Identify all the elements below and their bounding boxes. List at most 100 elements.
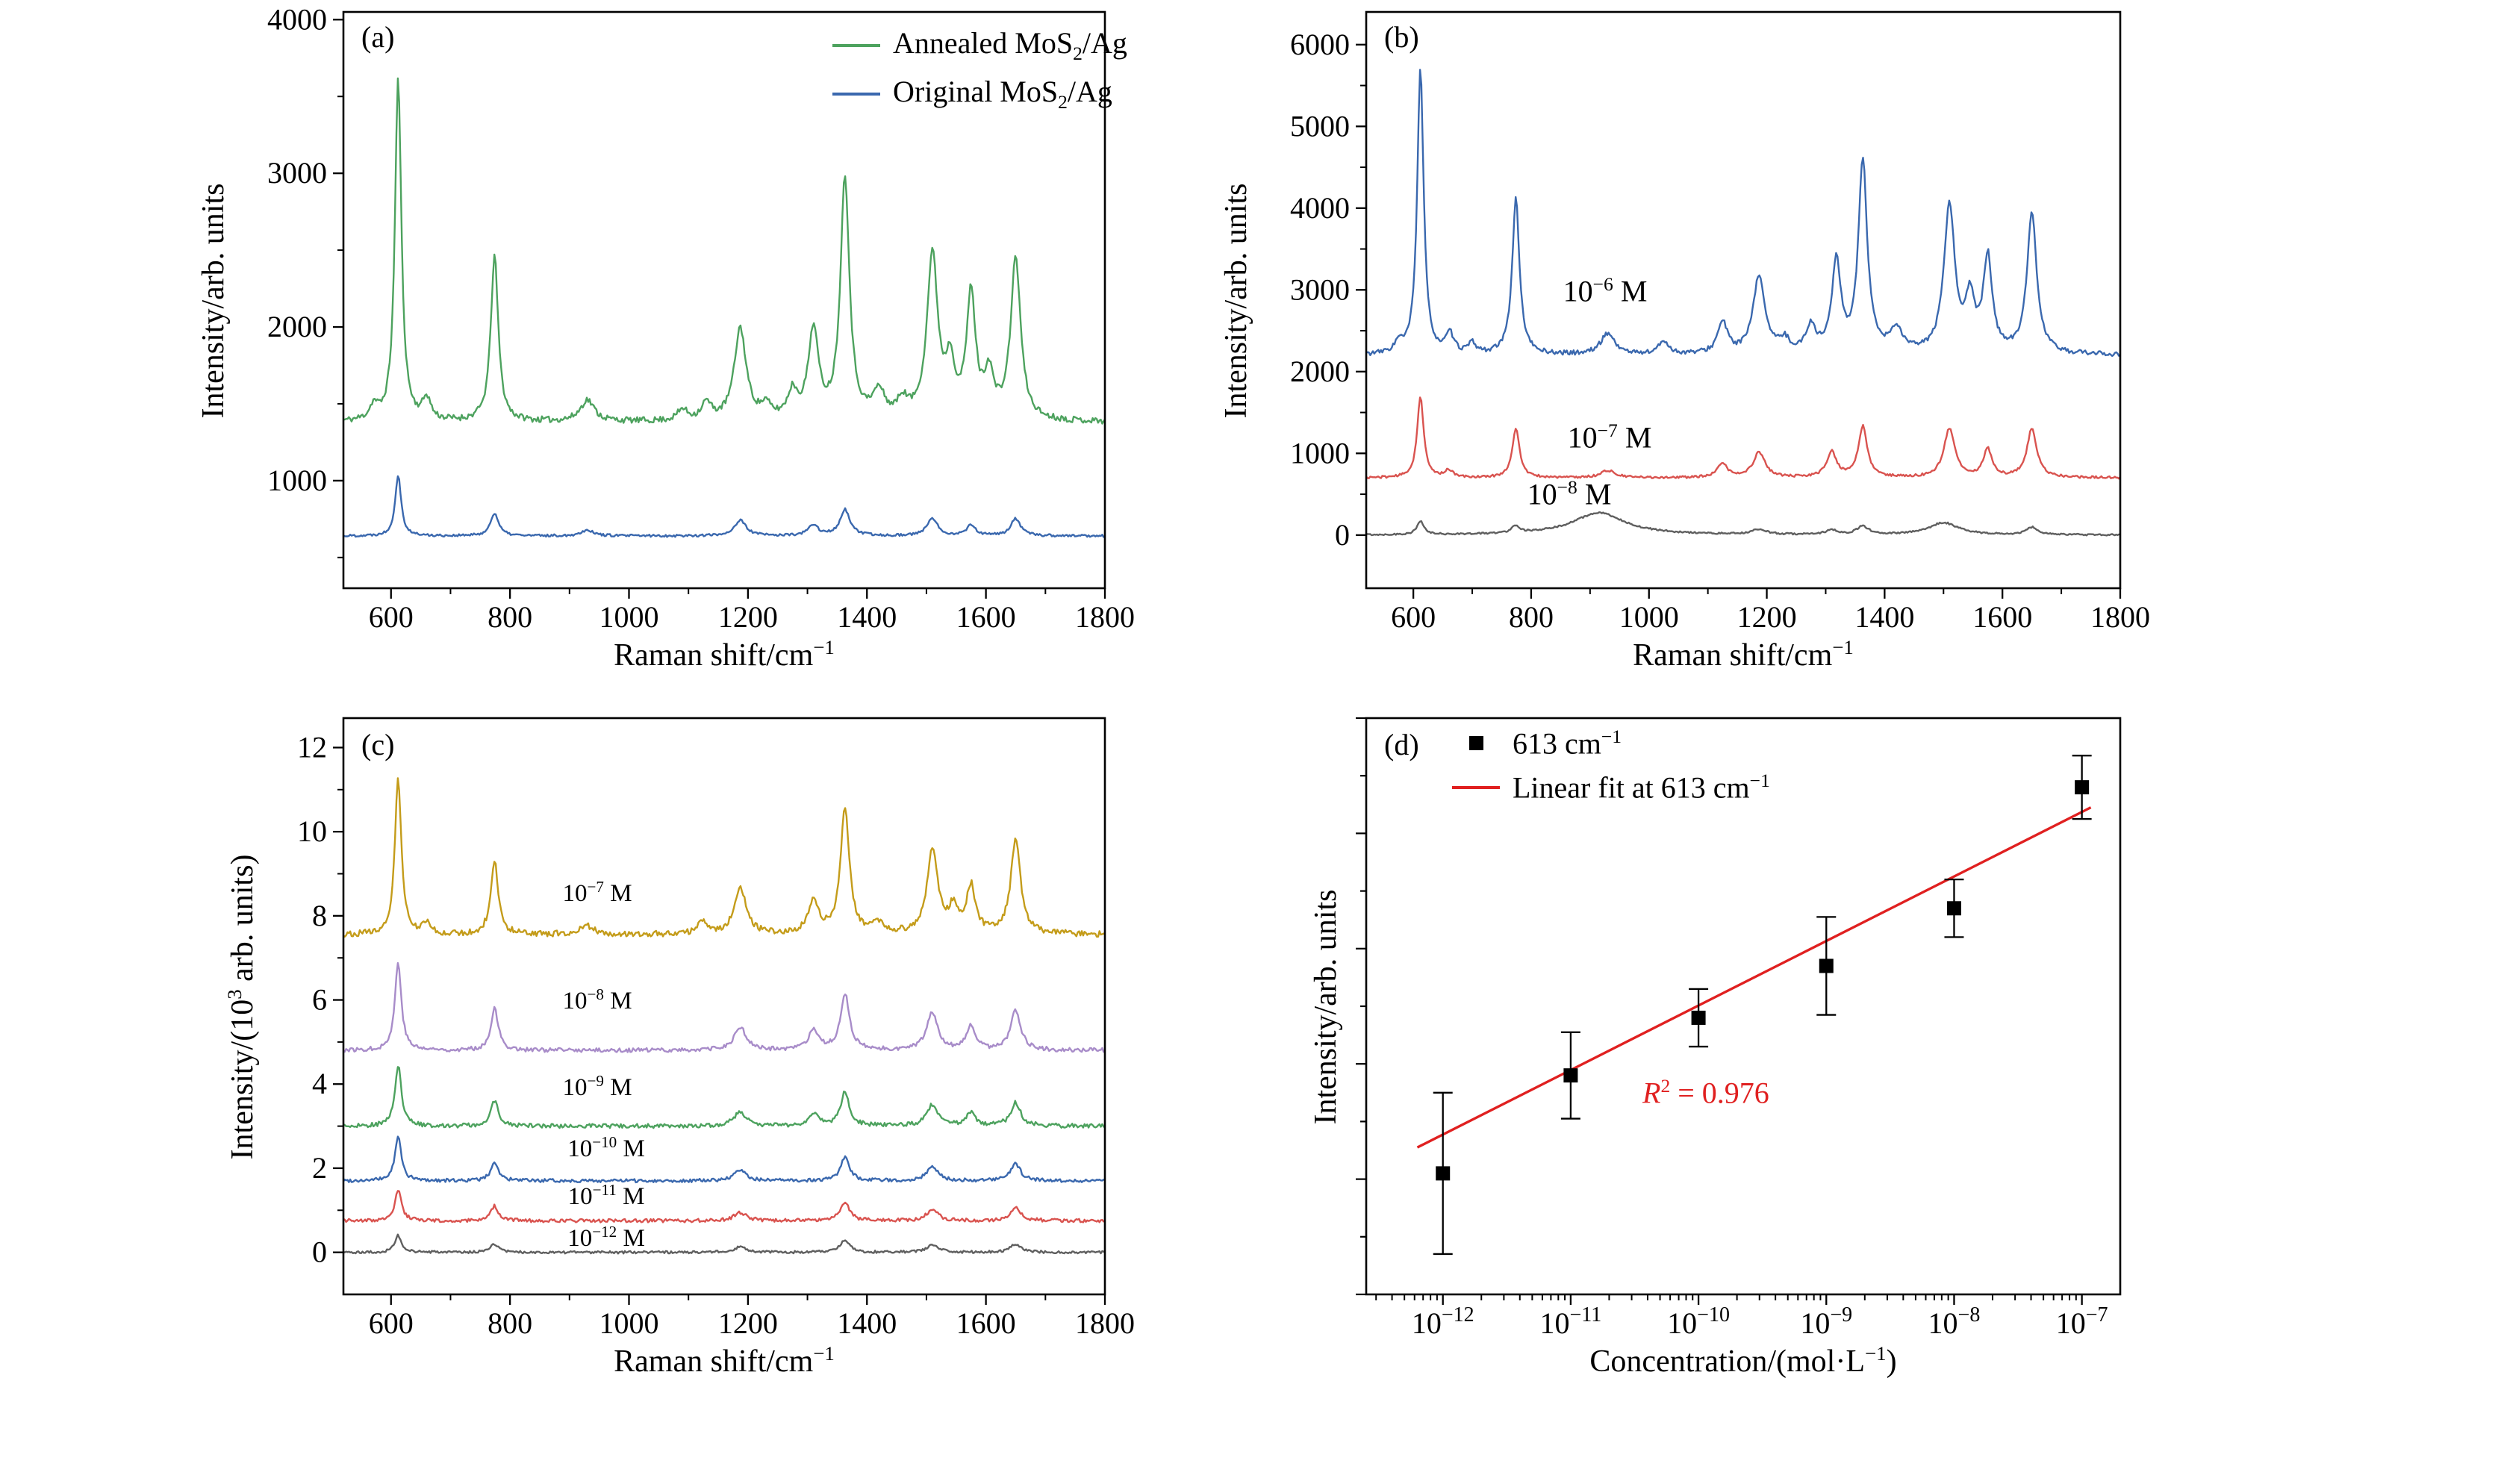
x-tick-label: 1000 <box>1619 600 1679 634</box>
annealed-line-swatch <box>832 43 881 47</box>
green-line-icon <box>832 43 880 47</box>
y-tick-label: 10 <box>297 814 327 848</box>
x-tick-label: 1000 <box>599 1306 659 1340</box>
spectrum-b-10-6M <box>1366 69 2120 358</box>
panel-b-tag: (b) <box>1384 20 1419 54</box>
y-tick-label: 5000 <box>1290 109 1350 143</box>
spectrum-c-10-11M <box>343 1190 1105 1223</box>
y-tick-label: 0 <box>312 1235 327 1269</box>
axes-box <box>1365 10 2122 590</box>
y-tick-label: 3000 <box>267 156 327 190</box>
original-line-swatch <box>832 92 881 96</box>
x-tick-label: 10−11 <box>1540 1303 1602 1340</box>
data-point-square <box>1819 958 1834 973</box>
x-tick-label: 1400 <box>1854 600 1914 634</box>
r-squared-annotation: R2 = 0.976 <box>1642 1075 1769 1110</box>
panel-a-xlabel: Raman shift/cm−1 <box>614 636 835 673</box>
spectrum-c-10-7M <box>343 777 1105 938</box>
legend-label-original: Original MoS2/Ag <box>893 75 1112 113</box>
conc-label-c-1e-8: 10−8 M <box>562 985 632 1014</box>
conc-label-1e-7: 10−7 M <box>1567 420 1652 455</box>
x-tick-label: 600 <box>1391 600 1436 634</box>
x-tick-label: 1000 <box>599 600 659 634</box>
x-tick-label: 1600 <box>1972 600 2032 634</box>
x-tick-label: 1400 <box>837 600 897 634</box>
legend-item-annealed: Annealed MoS2/Ag <box>832 25 1127 65</box>
spectrum-c-10-9M <box>343 1066 1105 1129</box>
fit-line-swatch <box>1451 785 1501 789</box>
axes-box <box>1365 717 2122 1296</box>
x-tick-label: 800 <box>488 1306 532 1340</box>
linear-fit-line <box>1416 806 2092 1149</box>
panel-c-xlabel: Raman shift/cm−1 <box>614 1342 835 1379</box>
x-tick-label: 1600 <box>956 600 1016 634</box>
data-point-square <box>2075 780 2090 795</box>
spectrum-c-10-10M <box>343 1135 1105 1184</box>
x-tick-label: 1800 <box>1075 1306 1135 1340</box>
x-tick-label: 1200 <box>718 600 778 634</box>
x-tick-label: 10−10 <box>1667 1303 1730 1340</box>
y-tick-label: 0 <box>1335 518 1350 552</box>
legend-label-annealed: Annealed MoS2/Ag <box>893 26 1127 64</box>
conc-label-1e-6: 10−6 M <box>1563 273 1648 308</box>
y-tick-label: 2 <box>312 1151 327 1185</box>
panel-b-plot: 600 800 1000 1200 1400 1600 1800 0 1000 2000 3000 4… <box>1290 10 2150 634</box>
data-point-square <box>1946 901 1961 916</box>
conc-label-c-1e-11: 10−11 M <box>567 1181 645 1210</box>
legend-item-linear-fit: Linear fit at 613 cm−1 <box>1451 770 1770 805</box>
panel-c-ylabel: Intensity/(103 arb. units) <box>223 854 260 1160</box>
panel-d-tag: (d) <box>1384 728 1419 761</box>
conc-label-c-1e-9: 10−9 M <box>562 1072 632 1101</box>
x-tick-label: 1200 <box>1737 600 1797 634</box>
red-line-icon <box>1452 785 1500 789</box>
panel-c-tag: (c) <box>361 728 395 761</box>
panel-d-xlabel: Concentration/(mol·L−1) <box>1589 1342 1897 1379</box>
y-tick-label: 4000 <box>1290 191 1350 225</box>
y-tick-label: 6000 <box>1290 28 1350 61</box>
panel-a-ylabel: Intensity/arb. units <box>196 183 231 419</box>
data-point-square <box>1436 1166 1451 1181</box>
y-tick-label: 8 <box>312 899 327 932</box>
legend-label-613: 613 cm−1 <box>1513 726 1622 761</box>
spectrum-c-10-12M <box>343 1233 1105 1255</box>
legend-item-613: 613 cm−1 <box>1451 726 1770 761</box>
y-tick-label: 1000 <box>1290 436 1350 470</box>
x-tick-label: 10−8 <box>1928 1303 1981 1340</box>
data-point-square <box>1691 1010 1706 1025</box>
conc-label-c-1e-7: 10−7 M <box>562 878 632 907</box>
x-tick-label: 1600 <box>956 1306 1016 1340</box>
legend-label-linear-fit: Linear fit at 613 cm−1 <box>1513 770 1770 805</box>
panel-a-tag: (a) <box>361 20 395 54</box>
legend-item-original: Original MoS2/Ag <box>832 74 1127 113</box>
spectrum-b-10-7M <box>1366 396 2120 480</box>
x-tick-label: 800 <box>488 600 532 634</box>
y-tick-label: 6 <box>312 983 327 1017</box>
x-tick-label: 600 <box>369 600 414 634</box>
y-tick-label: 4 <box>312 1067 327 1100</box>
x-tick-label: 1800 <box>2090 600 2150 634</box>
spectrum-b-10-8M <box>1366 511 2120 537</box>
data-point-square <box>1563 1068 1578 1083</box>
x-tick-label: 10−7 <box>2056 1303 2108 1340</box>
y-tick-label: 2000 <box>1290 355 1350 388</box>
y-tick-label: 1000 <box>267 464 327 497</box>
panel-a-legend: Annealed MoS2/Ag Original MoS2/Ag <box>832 25 1127 113</box>
x-tick-label: 1800 <box>1075 600 1135 634</box>
panel-b-ylabel: Intensity/arb. units <box>1219 183 1253 419</box>
panel-c-plot: 600 800 1000 1200 1400 1600 1800 0 2 4 6 8 10 12 <box>297 717 1135 1340</box>
conc-label-1e-8: 10−8 M <box>1527 476 1612 511</box>
x-tick-label: 600 <box>369 1306 414 1340</box>
panel-d-ylabel: Intensity/arb. units <box>1309 889 1343 1125</box>
y-tick-label: 4000 <box>267 2 327 36</box>
panel-d-legend: 613 cm−1 Linear fit at 613 cm−1 <box>1451 726 1770 805</box>
black-square-icon <box>1468 736 1483 751</box>
axes-box <box>342 717 1106 1296</box>
spectrum-a-OriginalMoS2Ag <box>343 475 1105 538</box>
y-tick-label: 12 <box>297 730 327 764</box>
square-marker-swatch <box>1451 736 1501 751</box>
panel-b-xlabel: Raman shift/cm−1 <box>1633 636 1854 673</box>
y-tick-label: 2000 <box>267 310 327 343</box>
x-tick-label: 10−12 <box>1412 1303 1474 1340</box>
